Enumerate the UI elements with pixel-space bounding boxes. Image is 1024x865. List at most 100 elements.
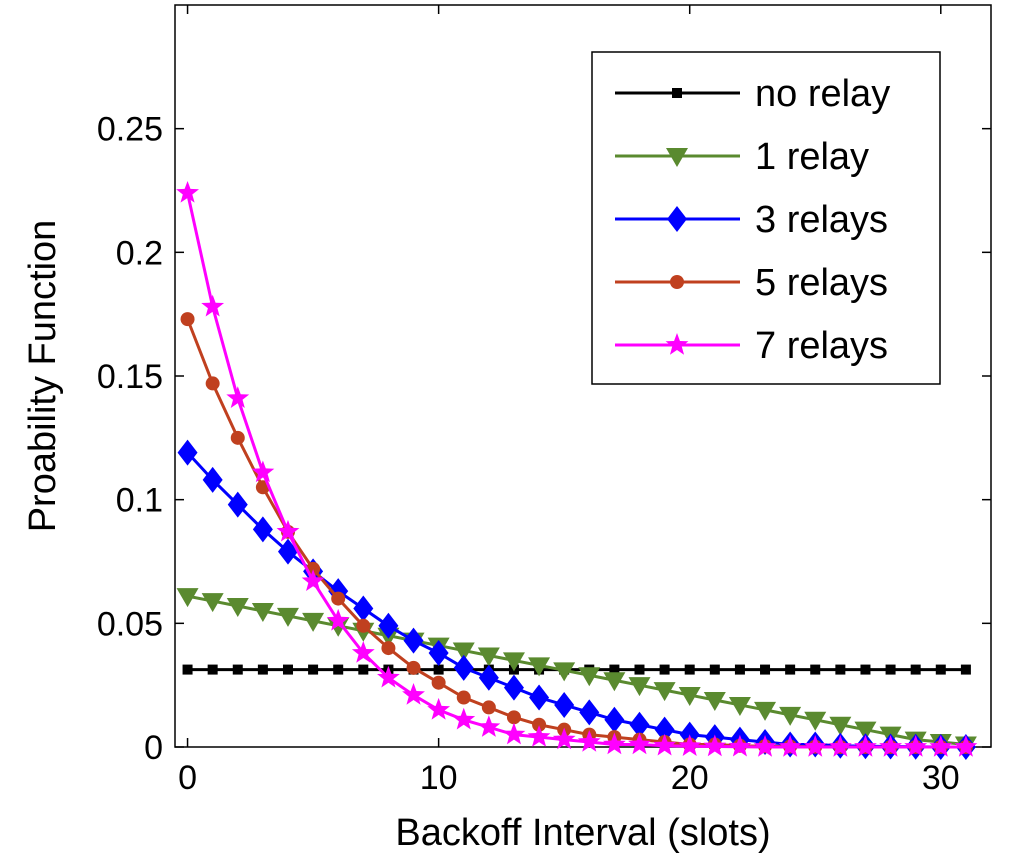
data-point [302, 612, 325, 632]
data-point [205, 376, 220, 391]
data-point [654, 716, 675, 743]
data-point [201, 593, 224, 613]
y-tick-label: 0.2 [116, 234, 163, 272]
data-point [910, 664, 921, 675]
data-point [854, 721, 877, 741]
data-point [358, 664, 369, 675]
x-tick-label: 20 [671, 759, 709, 797]
data-point [754, 701, 777, 721]
data-point [653, 682, 676, 702]
data-point [753, 735, 777, 757]
x-tick-label: 0 [178, 759, 197, 797]
data-point [327, 617, 350, 637]
data-point [554, 691, 575, 718]
data-point [778, 735, 802, 757]
legend-label: 5 relays [755, 262, 888, 304]
data-point [678, 687, 701, 707]
data-point [803, 735, 827, 757]
data-point [276, 519, 300, 542]
data-point [377, 665, 400, 688]
data-point [456, 690, 471, 705]
data-point [251, 460, 275, 483]
data-point [628, 732, 651, 755]
data-point [230, 430, 245, 445]
y-axis-label: Proability Function [22, 220, 64, 533]
data-point [356, 618, 371, 633]
data-point [728, 696, 751, 716]
data-point [604, 706, 625, 733]
legend-label: 3 relays [755, 199, 888, 241]
data-point [353, 595, 374, 622]
data-point [528, 657, 551, 677]
data-point [403, 627, 424, 654]
data-point [960, 664, 971, 675]
data-point [333, 664, 344, 675]
data-point [728, 734, 752, 757]
data-point [433, 664, 444, 675]
data-point [954, 735, 978, 757]
legend-marker [665, 333, 689, 355]
data-point [506, 710, 521, 725]
data-point [428, 640, 449, 667]
data-point [577, 730, 601, 752]
data-point [402, 683, 425, 705]
data-point [629, 711, 650, 738]
data-point [202, 466, 223, 493]
data-point [602, 732, 626, 755]
data-point [779, 706, 802, 726]
data-point [628, 677, 651, 697]
data-point [904, 735, 928, 757]
data-point [351, 641, 375, 663]
data-point [804, 711, 827, 731]
data-point [828, 735, 852, 757]
legend-label: 1 relay [755, 136, 869, 178]
data-point [603, 672, 626, 692]
data-point [201, 294, 225, 317]
data-point [207, 664, 218, 675]
data-point [810, 664, 821, 675]
data-point [552, 727, 576, 750]
legend-item: 1 relay [615, 136, 869, 178]
data-point [653, 733, 677, 756]
y-tick-label: 0.1 [116, 482, 163, 520]
legend-label: no relay [755, 73, 890, 115]
data-point [684, 664, 695, 675]
data-point [301, 569, 325, 591]
legend-marker [667, 206, 687, 232]
legend-item: 7 relays [615, 325, 888, 367]
data-point [282, 664, 293, 675]
data-point [703, 734, 727, 757]
data-point [935, 664, 946, 675]
data-point [734, 664, 745, 675]
data-point [760, 664, 771, 675]
data-point [251, 602, 274, 622]
data-point [176, 588, 199, 608]
legend-marker [672, 88, 682, 98]
data-point [854, 735, 877, 757]
y-tick-label: 0 [144, 729, 163, 767]
data-point [929, 735, 953, 757]
data-point [502, 652, 525, 672]
series-no-relay [182, 664, 971, 675]
data-point [478, 664, 499, 691]
data-point [252, 516, 273, 543]
data-point [503, 674, 524, 701]
x-tick-label: 10 [420, 759, 458, 797]
data-point [406, 660, 421, 675]
data-point [176, 180, 199, 203]
legend: no relay 1 relay 3 relays 5 relays 7 relays [591, 51, 941, 385]
legend-marker [666, 148, 688, 167]
y-axis-ticks: 0 0.05 0.1 0.15 0.2 0.25 [97, 111, 991, 767]
data-point [529, 684, 550, 711]
data-point [226, 598, 249, 618]
data-point [532, 717, 547, 732]
data-point [502, 722, 526, 745]
data-point [709, 664, 720, 675]
data-point [703, 692, 726, 712]
y-tick-label: 0.05 [97, 605, 163, 643]
data-point [477, 647, 500, 667]
data-point [879, 735, 902, 757]
legend-item: 5 relays [615, 262, 888, 304]
data-point [835, 664, 846, 675]
data-point [678, 734, 702, 756]
